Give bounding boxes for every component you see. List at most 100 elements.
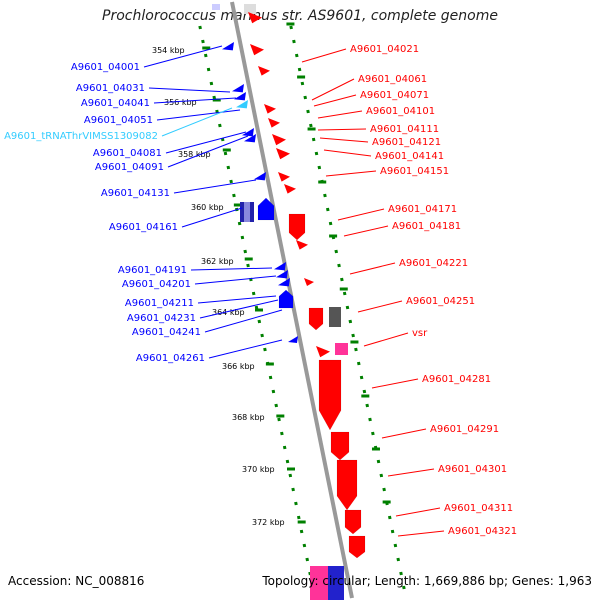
- gene-label-right[interactable]: A9601_04221: [399, 258, 468, 269]
- tick-mark: [305, 557, 309, 562]
- tick-mark: [323, 193, 327, 198]
- tick-mark: [274, 403, 278, 408]
- gene-label-right[interactable]: A9601_04311: [444, 503, 513, 514]
- gene-label-right[interactable]: A9601_04111: [370, 124, 439, 135]
- scale-label: 360 kbp: [191, 203, 224, 212]
- tick-mark: [296, 515, 301, 520]
- gene-arrow: [272, 134, 286, 146]
- tick-mark: [368, 417, 372, 422]
- tick-mark: [354, 347, 358, 352]
- tick-mark: [229, 179, 233, 184]
- gene-arrow: [288, 336, 298, 343]
- gene-label-right[interactable]: A9601_04141: [375, 151, 444, 162]
- gene-label-right[interactable]: A9601_04321: [448, 526, 517, 537]
- gene-label-left[interactable]: A9601_04091: [95, 162, 164, 173]
- tick-mark: [232, 193, 236, 198]
- tick-mark: [371, 431, 375, 436]
- gene-arrow: [268, 118, 280, 128]
- gene-arrow: [258, 66, 270, 76]
- tick-mark: [292, 39, 296, 44]
- gene-label-left[interactable]: A9601_04001: [71, 62, 140, 73]
- gene-label-right[interactable]: A9601_04291: [430, 424, 499, 435]
- right-tick-ring: [286, 22, 406, 590]
- left-gene-labels: A9601_04001 A9601_04031 A9601_04041 A9601_0…: [4, 45, 283, 364]
- tick-mark: [300, 81, 305, 86]
- right-gene-labels: A9601_04021 A9601_04061 A9601_04071 A9601_0…: [301, 44, 517, 537]
- gene-label-right[interactable]: A9601_04101: [366, 106, 435, 117]
- gene-label-left[interactable]: A9601_04201: [122, 279, 191, 290]
- tick-mark: [317, 165, 322, 170]
- scale-label: 364 kbp: [212, 308, 245, 317]
- tick-mark: [359, 375, 364, 380]
- gene-label-left[interactable]: A9601_04191: [118, 265, 187, 276]
- left-tick-ring: [198, 25, 315, 590]
- map-title: Prochlorococcus marinus str. AS9601, com…: [102, 8, 498, 24]
- gene-leader-line: [343, 225, 389, 237]
- gene-label-left[interactable]: A9601_04211: [125, 298, 194, 309]
- tick-mark: [280, 431, 284, 436]
- gene-label-left[interactable]: A9601_04031: [76, 83, 145, 94]
- gene-label-left[interactable]: A9601_04161: [109, 222, 178, 233]
- tick-mark: [334, 249, 338, 254]
- gene-label-left[interactable]: A9601_04041: [81, 98, 150, 109]
- scale-label: 372 kbp: [252, 518, 285, 527]
- gene-label-left[interactable]: A9601_04131: [101, 188, 170, 199]
- tick-mark: [268, 375, 273, 380]
- gene-label-right[interactable]: A9601_04151: [380, 166, 449, 177]
- gene-arrow: [308, 307, 324, 331]
- gene-label-right[interactable]: A9601_04121: [372, 137, 441, 148]
- tick-mark: [365, 403, 369, 408]
- tick-mark: [203, 53, 208, 58]
- gene-label-left[interactable]: A9601_04051: [84, 115, 153, 126]
- gene-label-right[interactable]: vsr: [412, 328, 428, 339]
- gene-label-right[interactable]: A9601_04281: [422, 374, 491, 385]
- gene-label-right[interactable]: A9601_04251: [406, 296, 475, 307]
- gene-label-right[interactable]: A9601_04171: [388, 204, 457, 215]
- tick-mark: [399, 571, 403, 576]
- gene-arrow: [248, 12, 262, 24]
- gene-label-left[interactable]: A9601_04081: [93, 148, 162, 159]
- tick-mark: [342, 291, 347, 296]
- gene-label-left[interactable]: A9601_tRNAThrVIMSS1309082: [4, 131, 158, 142]
- gene-label-left[interactable]: A9601_04241: [132, 327, 201, 338]
- tick-mark: [206, 67, 211, 72]
- scale-label: 370 kbp: [242, 465, 275, 474]
- tick-mark: [351, 333, 355, 338]
- gene-leader-line: [143, 45, 223, 68]
- gene-label-right[interactable]: A9601_04071: [360, 90, 429, 101]
- gene-block: [329, 307, 341, 327]
- gene-leader-line: [381, 428, 427, 439]
- tick-mark: [237, 221, 242, 226]
- gene-leader-line: [395, 507, 441, 517]
- gene-label-left[interactable]: A9601_04231: [127, 313, 196, 324]
- tick-mark: [294, 53, 299, 58]
- tick-mark: [271, 389, 276, 394]
- gene-arrow: [234, 92, 246, 101]
- gene-leader-line: [204, 309, 283, 333]
- gene-label-right[interactable]: A9601_04061: [358, 74, 427, 85]
- gene-label-right[interactable]: A9601_04021: [350, 44, 419, 55]
- tick-mark: [390, 529, 395, 534]
- gene-arrow: [274, 262, 286, 271]
- tick-mark: [302, 543, 307, 548]
- tick-mark: [379, 473, 384, 478]
- gene-label-right[interactable]: A9601_04301: [438, 464, 507, 475]
- gene-block: [244, 4, 256, 14]
- tick-mark: [198, 25, 202, 30]
- scale-labels: 354 kbp 356 kbp 358 kbp 360 kbp 362 kbp 364 k…: [152, 46, 285, 527]
- gene-label-right[interactable]: A9601_04181: [392, 221, 461, 232]
- gene-arrow: [330, 431, 350, 461]
- gene-arrow: [278, 278, 290, 287]
- tick-mark: [288, 473, 293, 478]
- scale-label: 366 kbp: [222, 362, 255, 371]
- gene-label-left[interactable]: A9601_04261: [136, 353, 205, 364]
- gene-block: [310, 566, 328, 600]
- scale-label: 356 kbp: [164, 98, 197, 107]
- tick-mark: [291, 487, 295, 492]
- gene-leader-line: [199, 299, 279, 319]
- tick-mark: [393, 543, 398, 548]
- gene-arrow: [336, 459, 358, 511]
- tick-mark: [306, 109, 310, 114]
